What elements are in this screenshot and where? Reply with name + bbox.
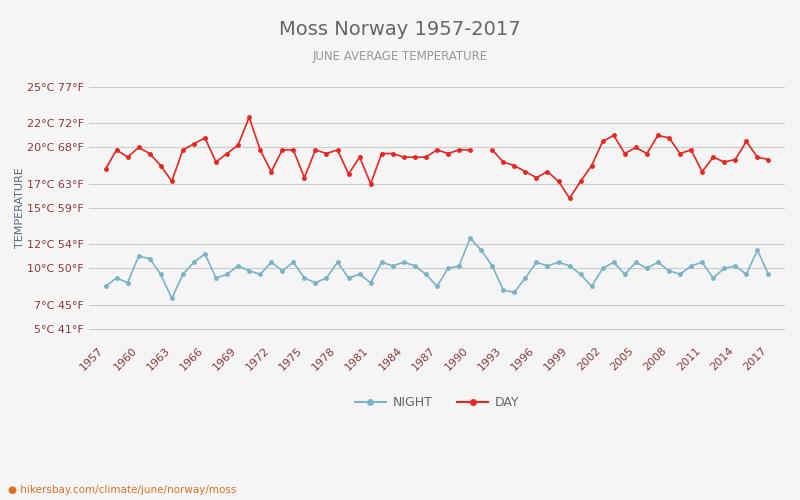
Legend: NIGHT, DAY: NIGHT, DAY	[350, 391, 524, 414]
Y-axis label: TEMPERATURE: TEMPERATURE	[15, 168, 25, 248]
Text: ● hikersbay.com/climate/june/norway/moss: ● hikersbay.com/climate/june/norway/moss	[8, 485, 236, 495]
Text: Moss Norway 1957-2017: Moss Norway 1957-2017	[279, 20, 521, 39]
Text: JUNE AVERAGE TEMPERATURE: JUNE AVERAGE TEMPERATURE	[313, 50, 487, 63]
